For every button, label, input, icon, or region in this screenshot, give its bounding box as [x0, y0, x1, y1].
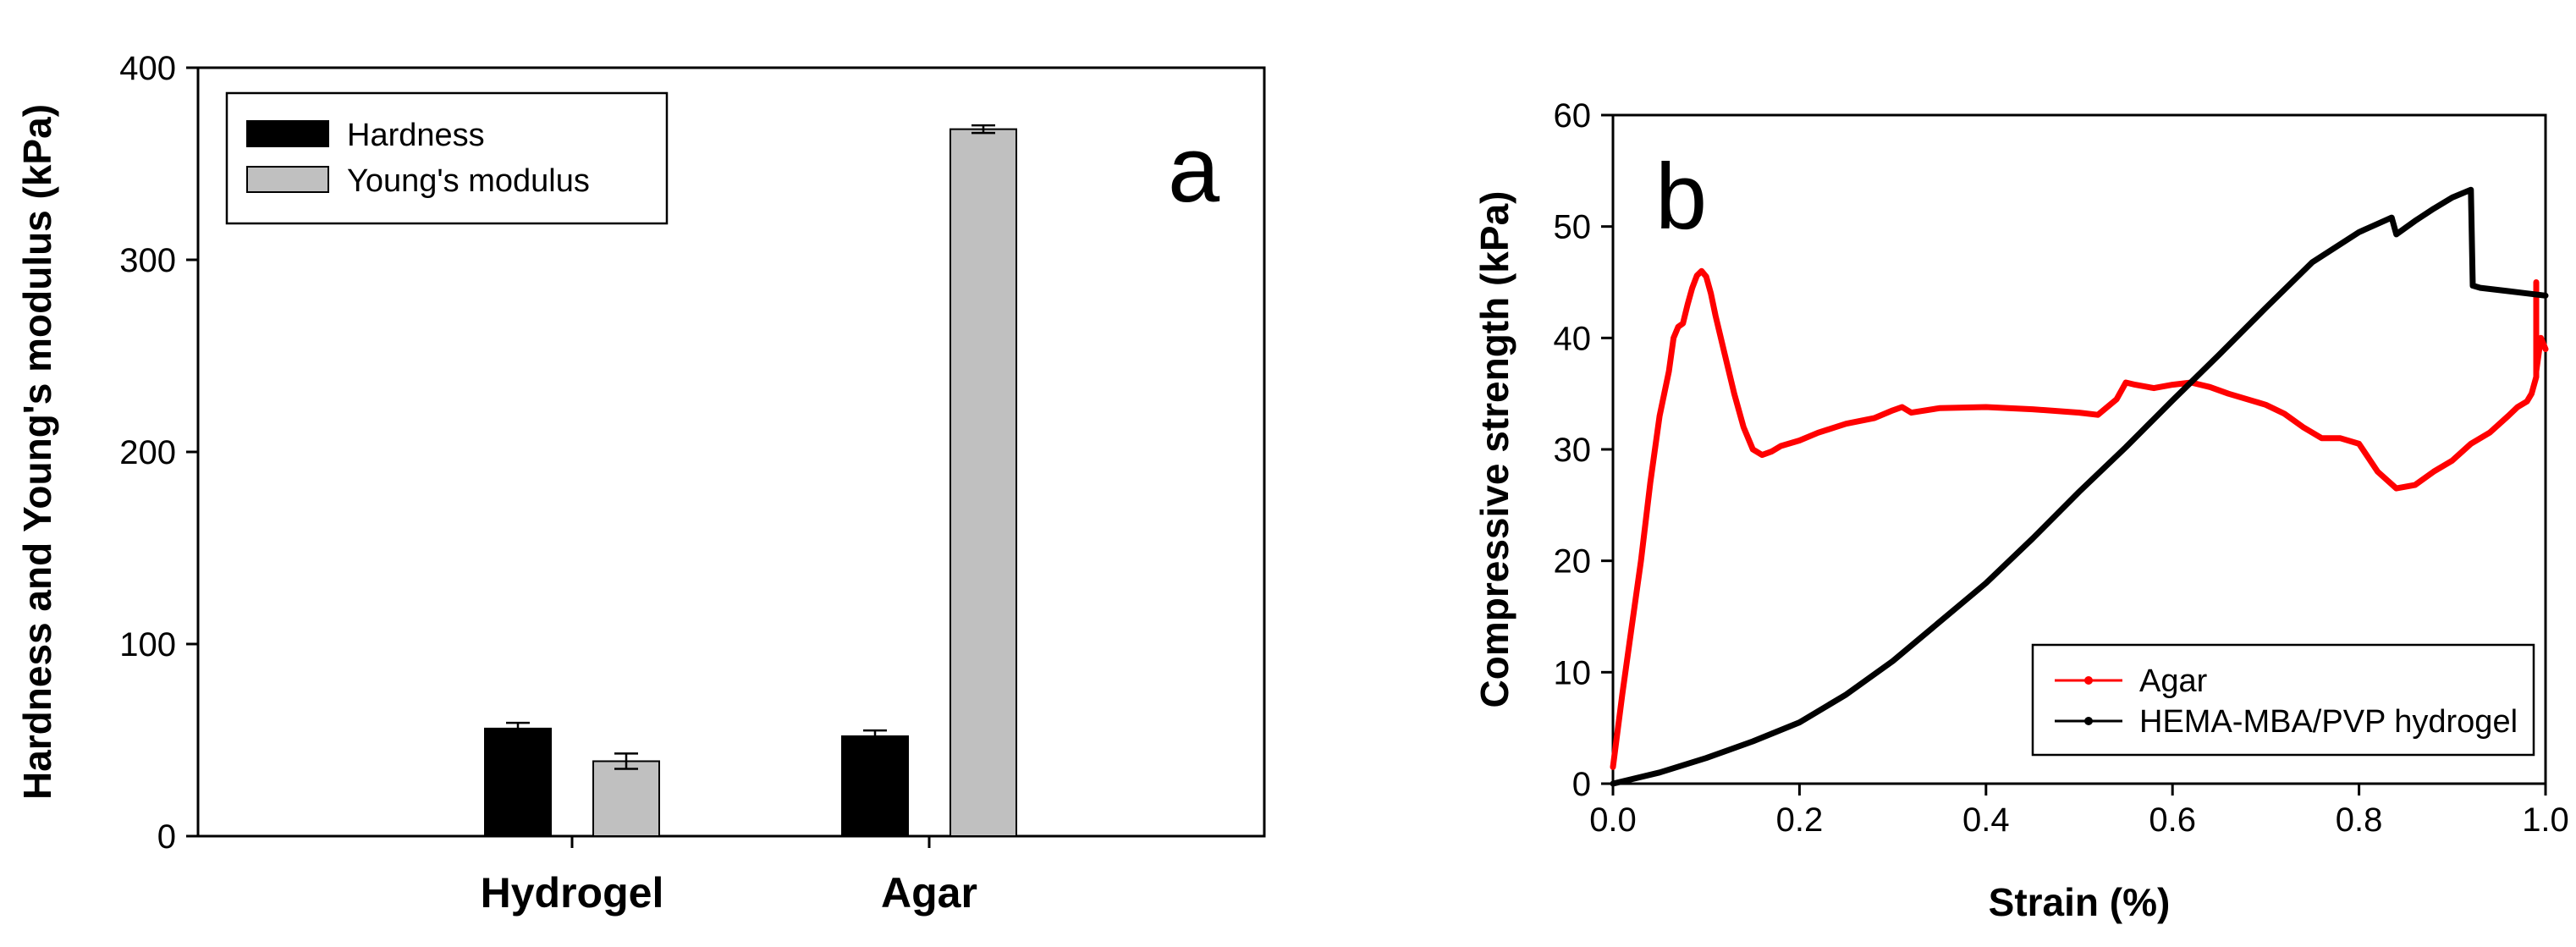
category-label-hydrogel: Hydrogel [481, 869, 664, 917]
legend-marker-hema-mba-pvp [2084, 717, 2093, 725]
bar-agar-youngs-modulus [949, 128, 1017, 837]
series-agar [1610, 267, 2549, 770]
panel-b-x-tick-label: 0.6 [2149, 801, 2196, 839]
panel-b-x-axis-title: Strain (%) [1989, 880, 2171, 924]
series-hema-mba-pvp-hydrogel [1610, 186, 2549, 787]
panel-b-x-tick-label: 0.2 [1776, 801, 1824, 839]
bar-hydrogel-youngs-modulus [592, 760, 660, 837]
panel-b-y-axis-title: Compressive strength (kPa) [1472, 191, 1516, 708]
panel-b-y-tick-label: 30 [1554, 432, 1592, 469]
panel-a-y-tick-label: 200 [119, 434, 176, 471]
legend-swatch-youngs-modulus [246, 166, 329, 193]
panel-b-y-tick-label: 10 [1554, 654, 1592, 691]
panel-b-y-tick-label: 0 [1572, 766, 1591, 803]
panel-a-y-tick-label: 300 [119, 242, 176, 279]
panel-b-x-tick-label: 0.8 [2336, 801, 2383, 839]
legend-label-youngs-modulus: Young's modulus [347, 163, 590, 199]
panel-b-x-tick-label: 1.0 [2522, 801, 2569, 839]
panel-a-legend: Hardness Young's modulus [225, 91, 669, 225]
panel-b-x-tick-label: 0.4 [1962, 801, 2010, 839]
legend-label-hema-mba-pvp: HEMA-MBA/PVP hydrogel [2139, 704, 2518, 740]
panel-b-series [1610, 186, 2549, 787]
panel-b-line-chart: 0 10 20 30 40 50 60 0.0 0.2 0.4 0.6 0.8 1.0 Strain … [1472, 97, 2569, 924]
panel-a-y-axis: 0 100 200 300 400 [119, 50, 198, 856]
panel-b-y-tick-label: 60 [1554, 97, 1592, 135]
panel-a-bar-chart: 0 100 200 300 400 Hydrogel Agar Hardness and … [15, 50, 1266, 917]
panel-a-y-tick-label: 0 [157, 818, 176, 856]
panel-a-legend-box [225, 91, 669, 225]
panel-b-y-tick-label: 20 [1554, 543, 1592, 581]
legend-marker-agar [2084, 676, 2093, 685]
panel-a-y-axis-title: Hardness and Young's modulus (kPa) [15, 104, 59, 800]
panel-a-y-tick-label: 100 [119, 626, 176, 663]
panel-b-y-tick-label: 40 [1554, 320, 1592, 357]
panel-b-letter: b [1655, 145, 1707, 249]
panel-a-y-tick-label: 400 [119, 50, 176, 87]
bar-hydrogel-hardness [484, 727, 552, 838]
category-label-agar: Agar [881, 869, 977, 917]
panel-b-x-tick-label: 0.0 [1589, 801, 1637, 839]
panel-b-legend: Agar HEMA-MBA/PVP hydrogel [2031, 643, 2535, 757]
panel-b-y-axis: 0 10 20 30 40 50 60 [1554, 97, 1613, 803]
panel-a-category-axis: Hydrogel Agar [481, 836, 977, 917]
panel-a-letter: a [1168, 118, 1220, 222]
legend-label-hardness: Hardness [347, 118, 485, 153]
panel-b-x-axis: 0.0 0.2 0.4 0.6 0.8 1.0 [1589, 784, 2569, 839]
legend-swatch-hardness [246, 120, 329, 147]
panel-b-y-tick-label: 50 [1554, 209, 1592, 246]
panel-b-legend-box [2031, 643, 2535, 757]
panel-a-bars [484, 124, 1017, 838]
legend-label-agar: Agar [2139, 663, 2208, 699]
bar-agar-hardness [841, 735, 909, 838]
